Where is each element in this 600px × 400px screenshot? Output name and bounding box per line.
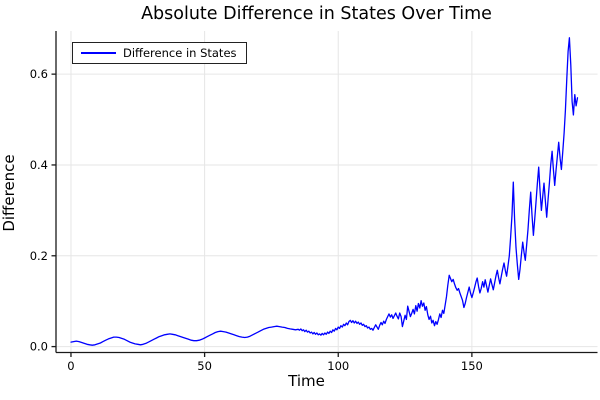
tick-marks [51, 73, 473, 357]
x-tick-label: 0 [67, 359, 74, 373]
y-tick-label: 0.0 [30, 340, 48, 354]
x-tick-label: 150 [461, 359, 483, 373]
legend-entry-label: Difference in States [123, 46, 237, 60]
x-axis-label: Time [288, 372, 325, 390]
y-tick-label: 0.2 [30, 249, 48, 263]
x-tick-labels: 0 50 100 150 [67, 359, 483, 373]
y-tick-label: 0.4 [30, 158, 48, 172]
difference-series-line [70, 37, 579, 346]
y-tick-labels: 0.0 0.2 0.4 0.6 [30, 67, 48, 353]
y-tick-label: 0.6 [30, 67, 48, 81]
x-tick-label: 100 [327, 359, 349, 373]
axis-spines [55, 31, 598, 354]
chart-title: Absolute Difference in States Over Time [141, 4, 492, 24]
legend-line-sample [81, 52, 116, 54]
legend-box: Difference in States [72, 42, 247, 64]
x-tick-label: 50 [197, 359, 212, 373]
gridlines [56, 31, 598, 353]
y-axis-label: Difference [0, 154, 18, 232]
